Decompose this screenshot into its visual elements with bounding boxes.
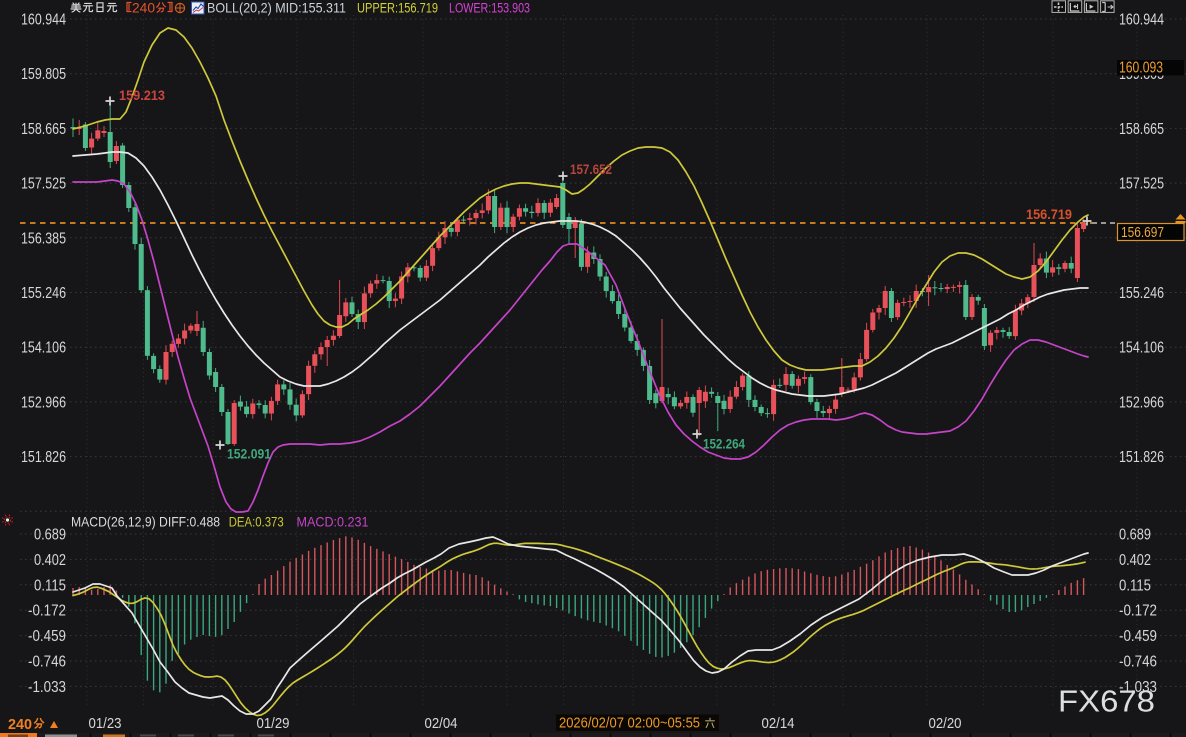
svg-text:160.093: 160.093 (1119, 59, 1163, 76)
svg-text:155.246: 155.246 (1119, 285, 1164, 302)
svg-text:-0.459: -0.459 (1119, 628, 1157, 645)
svg-text:152.091: 152.091 (227, 446, 271, 462)
svg-text:156.697: 156.697 (1121, 225, 1164, 241)
svg-text:02/04: 02/04 (425, 715, 458, 732)
svg-text:157.652: 157.652 (570, 161, 612, 177)
svg-text:02/20: 02/20 (929, 715, 962, 732)
svg-text:155.246: 155.246 (21, 285, 66, 302)
svg-text:2026/02/07 02:00~05:55: 2026/02/07 02:00~05:55 (559, 716, 700, 732)
svg-text:157.525: 157.525 (1119, 176, 1164, 193)
svg-text:MACD:0.231: MACD:0.231 (297, 513, 369, 529)
svg-text:154.106: 154.106 (21, 340, 66, 357)
svg-text:160.944: 160.944 (21, 12, 66, 29)
svg-text:01/23: 01/23 (89, 715, 122, 732)
svg-text:DEA:0.373: DEA:0.373 (229, 513, 284, 529)
svg-text:LOWER:153.903: LOWER:153.903 (449, 0, 530, 16)
svg-text:158.665: 158.665 (1119, 121, 1164, 138)
svg-text:159.213: 159.213 (119, 87, 165, 103)
svg-text:01/29: 01/29 (257, 715, 290, 732)
svg-text:240: 240 (8, 716, 32, 733)
svg-text:0.402: 0.402 (1119, 552, 1151, 569)
svg-text:160.944: 160.944 (1119, 12, 1164, 29)
svg-text:152.966: 152.966 (21, 394, 66, 411)
svg-text:152.264: 152.264 (703, 436, 745, 452)
svg-text:159.805: 159.805 (21, 66, 66, 83)
svg-text:0.115: 0.115 (1119, 577, 1151, 594)
svg-text:154.106: 154.106 (1119, 340, 1164, 357)
svg-text:0.689: 0.689 (1119, 527, 1151, 544)
svg-text:FX678: FX678 (1058, 685, 1155, 719)
svg-text:02/14: 02/14 (762, 715, 795, 732)
svg-text:-1.033: -1.033 (1119, 679, 1157, 696)
svg-text:BOLL(20,2) MID:155.311: BOLL(20,2) MID:155.311 (207, 0, 346, 16)
svg-text:UPPER:156.719: UPPER:156.719 (357, 0, 438, 16)
svg-text:240: 240 (132, 0, 155, 16)
svg-text:-0.746: -0.746 (28, 654, 66, 671)
svg-text:-0.459: -0.459 (28, 628, 66, 645)
svg-text:152.966: 152.966 (1119, 394, 1164, 411)
svg-text:-0.172: -0.172 (1119, 603, 1157, 620)
svg-text:MACD(26,12,9) DIFF:0.488: MACD(26,12,9) DIFF:0.488 (71, 513, 220, 529)
svg-text:-0.746: -0.746 (1119, 654, 1157, 671)
svg-text:0.115: 0.115 (34, 577, 66, 594)
svg-text:151.826: 151.826 (1119, 449, 1164, 466)
svg-text:158.665: 158.665 (21, 121, 66, 138)
svg-text:156.385: 156.385 (21, 230, 66, 247)
svg-text:156.719: 156.719 (1026, 206, 1072, 222)
svg-text:-1.033: -1.033 (28, 679, 66, 696)
svg-text:151.826: 151.826 (21, 449, 66, 466)
svg-text:157.525: 157.525 (21, 176, 66, 193)
svg-text:0.402: 0.402 (34, 552, 66, 569)
svg-text:-0.172: -0.172 (28, 603, 66, 620)
svg-text:0.689: 0.689 (34, 527, 66, 544)
